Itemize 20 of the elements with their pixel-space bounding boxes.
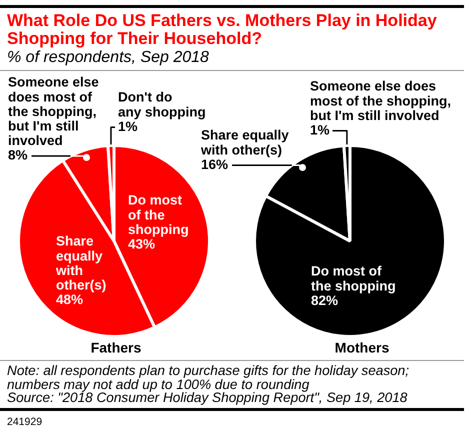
chart-subtitle: % of respondents, Sep 2018 (6, 48, 210, 68)
data-label: 43% (128, 236, 156, 252)
slice-label: Don't do any shopping (118, 90, 206, 120)
category-label: Share equally with other(s) (201, 128, 289, 158)
slice-label: Do most of the shopping (128, 192, 189, 237)
category-label: Do most of the shopping (311, 264, 396, 294)
slice-label: Someone else does most of the shopping, but I'm still involved (8, 74, 100, 148)
category-label: Someone else does most of the shopping, but I'm still involved (310, 78, 451, 123)
chart-title: What Role Do US Fathers vs. Mothers Play in Holiday Shopping for Their Household? (6, 11, 438, 48)
data-label: 8% (8, 148, 28, 163)
data-label: 48% (56, 292, 84, 308)
slice-label: Mothers (334, 339, 390, 356)
slice-label: Fathers (90, 339, 142, 356)
slice-label: Share equally with other(s) (55, 234, 106, 293)
text: 241929 (7, 416, 42, 428)
data-label: 1% (310, 122, 330, 138)
data-label: 82% (311, 292, 338, 308)
data-label: 16% (201, 156, 228, 172)
data-label: 1% (118, 118, 138, 134)
text: Note: all respondents plan to purchase gifts for the holiday season; numbers may not add up to 100% due to rounding (6, 363, 410, 392)
